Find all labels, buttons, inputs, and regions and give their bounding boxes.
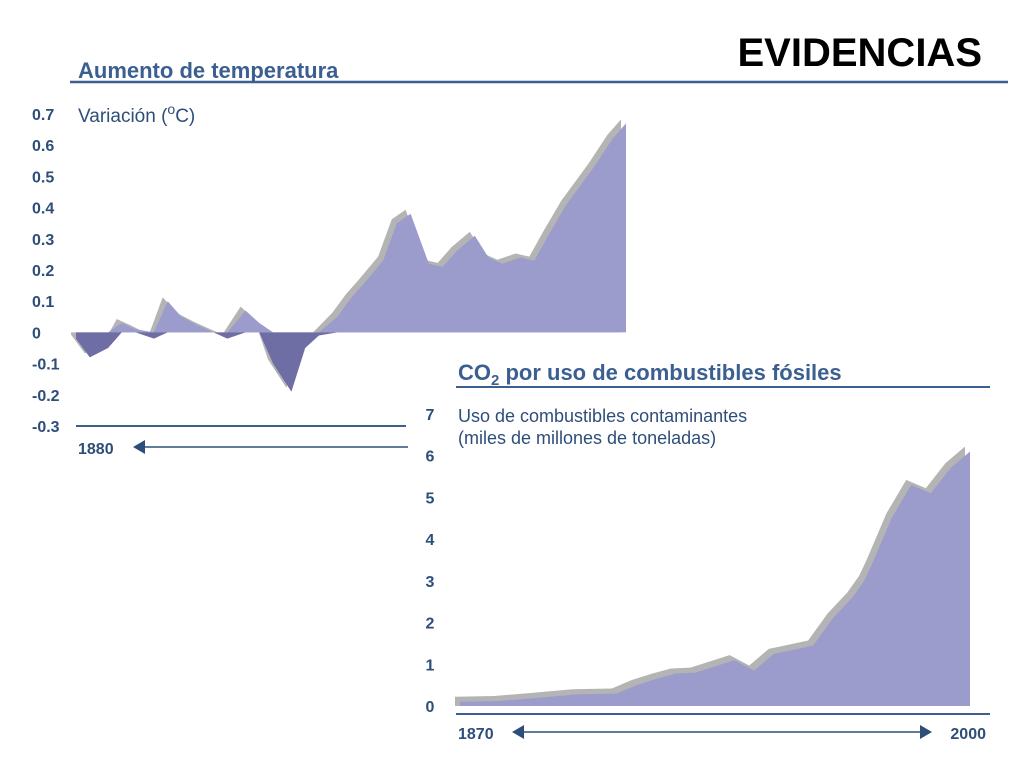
co2-y-tick-label: 6: [426, 449, 435, 466]
co2-y-tick-label: 0: [426, 699, 435, 716]
co2-y-tick-label: 3: [426, 574, 435, 591]
co2-x-start-label: 1870: [458, 726, 494, 743]
temperature-x-start-label: 1880: [78, 441, 114, 458]
temperature-y-tick-label: 0: [32, 325, 41, 342]
slide-title: EVIDENCIAS: [738, 31, 983, 75]
temperature-y-tick-label: 0.4: [32, 201, 54, 218]
co2-y-ticks: 7 6 5 4 3 2 1 0: [426, 407, 435, 716]
temperature-arrow-left-icon: [133, 440, 145, 454]
co2-arrow-right-icon: [920, 725, 932, 739]
temperature-y-tick-label: -0.2: [32, 388, 60, 405]
temperature-ylabel: Variación (oC): [78, 101, 195, 127]
temperature-y-tick-label: 0.3: [32, 232, 54, 249]
temperature-y-tick-label: -0.1: [32, 357, 60, 374]
temperature-y-tick-label: 0.1: [32, 294, 54, 311]
temperature-y-tick-label: 0.2: [32, 263, 54, 280]
co2-area: [460, 451, 970, 706]
co2-chart: CO2 por uso de combustibles fósiles Uso …: [426, 360, 990, 743]
co2-arrow-left-icon: [512, 725, 524, 739]
temperature-positive-area: [76, 123, 626, 333]
temperature-y-tick-label: 0.5: [32, 169, 54, 186]
temperature-y-tick-label: 0.7: [32, 107, 54, 124]
co2-chart-title: CO2 por uso de combustibles fósiles: [458, 360, 842, 389]
co2-y-tick-label: 7: [426, 407, 435, 424]
temperature-chart-title: Aumento de temperatura: [78, 58, 339, 83]
co2-ylabel-line-1: Uso de combustibles contaminantes: [458, 406, 747, 426]
co2-ylabel-line-2: (miles de millones de toneladas): [458, 428, 716, 448]
temperature-y-tick-label: 0.6: [32, 138, 54, 155]
temperature-y-tick-label: -0.3: [32, 419, 60, 436]
co2-y-tick-label: 1: [426, 657, 435, 674]
co2-y-tick-label: 4: [426, 532, 435, 549]
temperature-chart: Aumento de temperatura Variación (oC) 0.…: [32, 58, 626, 458]
co2-y-tick-label: 2: [426, 616, 435, 633]
co2-y-tick-label: 5: [426, 490, 435, 507]
temperature-y-ticks: 0.7 0.6 0.5 0.4 0.3 0.2 0.1 0 -0.1 -0.2 -0.3: [32, 107, 60, 436]
co2-x-end-label: 2000: [950, 726, 986, 743]
